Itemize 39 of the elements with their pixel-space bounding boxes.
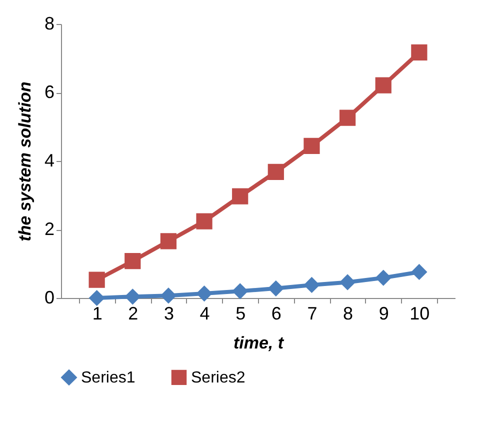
- point: [232, 188, 248, 204]
- y-tick-label: 6: [44, 82, 54, 102]
- point: [196, 213, 212, 230]
- y-tick-label: 0: [44, 288, 54, 308]
- point: [268, 164, 284, 180]
- y-tick-label: 2: [44, 219, 54, 239]
- point: [375, 270, 392, 286]
- y-axis-title: the system solution: [15, 82, 34, 242]
- point: [375, 77, 392, 94]
- point: [232, 283, 248, 300]
- x-tick-label: 8: [343, 304, 354, 324]
- x-tick-label: 4: [200, 304, 210, 324]
- x-tick-label: 1: [92, 304, 102, 324]
- point: [304, 138, 320, 154]
- y-tick-label: 8: [44, 14, 54, 34]
- point: [411, 264, 428, 280]
- x-axis-title: time, t: [233, 334, 285, 352]
- point: [304, 276, 320, 294]
- point: [339, 110, 356, 126]
- legend-label: Series1: [81, 369, 136, 386]
- point: [88, 290, 105, 306]
- point: [124, 252, 141, 270]
- x-tick-label: 3: [164, 304, 174, 324]
- point: [411, 44, 428, 60]
- point: [88, 272, 105, 288]
- point: [160, 233, 177, 250]
- point: [339, 274, 356, 290]
- x-tick-label: 10: [410, 304, 430, 324]
- x-tick-label: 2: [128, 304, 138, 324]
- point: [268, 280, 284, 296]
- point: [196, 285, 212, 302]
- x-tick-label: 9: [378, 304, 389, 324]
- y-tick-label: 4: [44, 150, 54, 170]
- x-tick-label: 6: [271, 304, 282, 324]
- x-tick-label: 5: [236, 304, 246, 324]
- point: [124, 288, 141, 305]
- point: [160, 288, 177, 304]
- legend-label: Series2: [191, 369, 246, 386]
- x-tick-label: 7: [307, 304, 318, 324]
